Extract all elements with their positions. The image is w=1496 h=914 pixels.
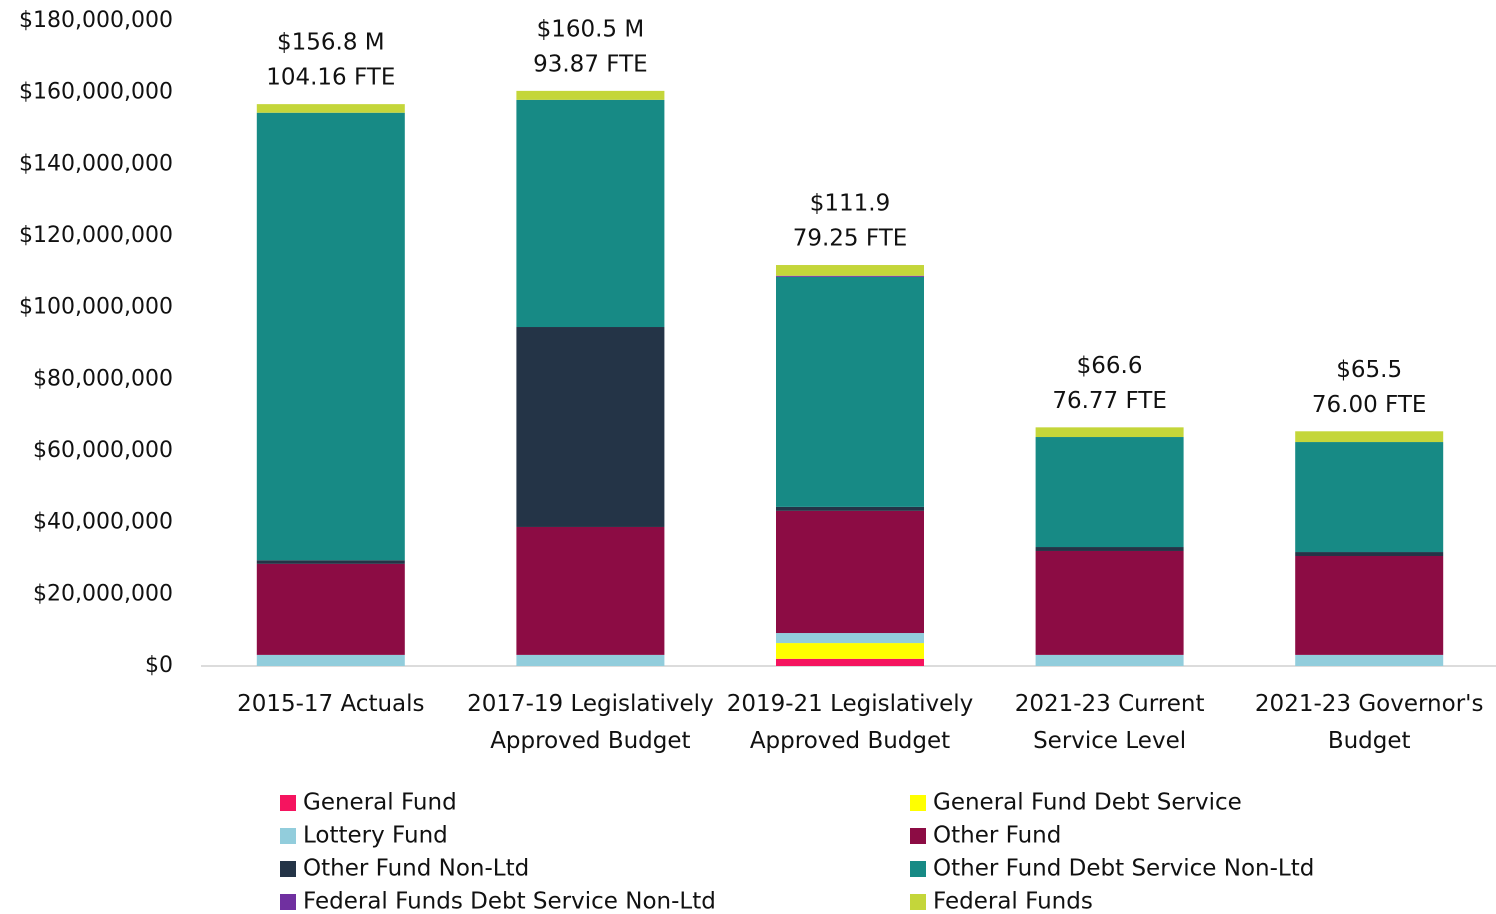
bar-segment: [776, 506, 924, 511]
y-tick-label: $160,000,000: [19, 80, 173, 105]
bar-annotation: $156.8 M: [277, 30, 385, 56]
y-tick-label: $80,000,000: [33, 366, 173, 391]
legend-swatch: [280, 795, 296, 811]
bar-annotation: 104.16 FTE: [266, 65, 395, 91]
x-tick-label: 2021-23 Governor's Budget: [1254, 691, 1484, 754]
bar-segment: [776, 275, 924, 277]
bar-segment: [1035, 437, 1184, 548]
bar-segment: [1295, 654, 1444, 666]
legend-swatch: [910, 861, 926, 877]
y-tick-label: $0: [145, 653, 173, 678]
legend-label: Other Fund Debt Service Non-Ltd: [933, 856, 1314, 882]
y-tick-label: $140,000,000: [19, 151, 173, 176]
legend-label: Lottery Fund: [303, 823, 448, 849]
bar-segment: [1035, 547, 1184, 551]
x-tick-label: 2017-19 Legislatively Approved Budget: [467, 691, 714, 754]
y-tick-label: $120,000,000: [19, 223, 173, 248]
bar-annotation: $65.5: [1336, 357, 1402, 383]
legend-swatch: [910, 795, 926, 811]
bar-segment: [256, 654, 405, 666]
bar-segment: [256, 563, 405, 655]
bar-segment: [776, 276, 924, 507]
x-tick-label: 2019-21 Legislatively Approved Budget: [726, 691, 974, 754]
bar-segment: [776, 265, 924, 276]
bar-segment: [1295, 431, 1444, 443]
bar-segment: [1295, 552, 1444, 556]
bar-annotation: 93.87 FTE: [533, 51, 648, 77]
bar-annotation: 76.77 FTE: [1052, 388, 1167, 414]
y-tick-label: $180,000,000: [19, 8, 173, 33]
bar-segment: [1295, 442, 1444, 553]
bar-annotation: 76.00 FTE: [1312, 392, 1427, 418]
y-tick-label: $40,000,000: [33, 510, 173, 535]
bar-segment: [256, 104, 405, 113]
x-tick-label: 2015-17 Actuals: [237, 691, 425, 717]
legend-swatch: [910, 894, 926, 910]
bar-segment: [516, 327, 665, 527]
bar-segment: [516, 90, 665, 100]
y-tick-label: $20,000,000: [33, 581, 173, 606]
bar-segment: [1035, 427, 1184, 438]
bar-segment: [776, 643, 924, 659]
legend-label: General Fund Debt Service: [933, 790, 1242, 816]
bar-segment: [1035, 550, 1184, 655]
legend-label: Other Fund Non-Ltd: [303, 856, 529, 882]
bar-annotation: 79.25 FTE: [793, 226, 908, 252]
bar-annotation: $111.9: [810, 191, 890, 217]
bar-segment: [256, 112, 405, 561]
bar-segment: [516, 99, 665, 328]
legend-swatch: [280, 828, 296, 844]
bar-segment: [1035, 654, 1184, 666]
bar-segment: [776, 633, 924, 644]
bar-annotation: $160.5 M: [537, 16, 645, 42]
legend-swatch: [280, 861, 296, 877]
legend-label: Federal Funds Debt Service Non-Ltd: [303, 889, 716, 914]
legend-label: Other Fund: [933, 823, 1061, 849]
y-tick-label: $60,000,000: [33, 438, 173, 463]
bar-segment: [256, 560, 405, 564]
y-tick-label: $100,000,000: [19, 295, 173, 320]
legend-label: General Fund: [303, 790, 457, 816]
legend-swatch: [910, 828, 926, 844]
bar-segment: [776, 510, 924, 634]
legend-label: Federal Funds: [933, 889, 1093, 914]
bar-annotation: $66.6: [1077, 353, 1143, 379]
x-tick-label: 2021-23 Current Service Level: [1014, 691, 1205, 754]
legend-swatch: [280, 894, 296, 910]
bar-segment: [516, 526, 665, 655]
bar-segment: [1295, 555, 1444, 655]
bar-segment: [516, 654, 665, 666]
bar-segment: [776, 658, 924, 666]
